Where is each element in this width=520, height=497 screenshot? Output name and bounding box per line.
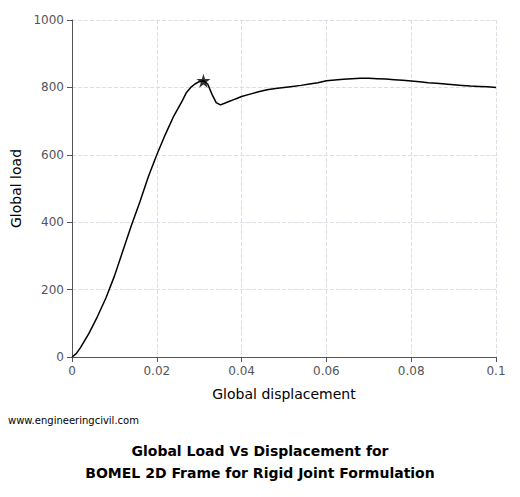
svg-text:400: 400 [41,215,64,229]
svg-text:0.08: 0.08 [398,364,425,378]
svg-text:800: 800 [41,80,64,94]
svg-text:0.1: 0.1 [486,364,505,378]
svg-text:200: 200 [41,283,64,297]
svg-text:Global Load Vs Displacement fo: Global Load Vs Displacement for [131,443,388,459]
svg-text:Global displacement: Global displacement [212,386,356,402]
svg-text:1000: 1000 [33,13,64,27]
svg-text:0: 0 [56,350,64,364]
svg-text:0.02: 0.02 [143,364,170,378]
svg-text:600: 600 [41,148,64,162]
svg-text:0.06: 0.06 [313,364,340,378]
svg-text:BOMEL 2D Frame for Rigid Joint: BOMEL 2D Frame for Rigid Joint Formulati… [85,465,434,481]
svg-text:0.04: 0.04 [228,364,255,378]
svg-text:Global load: Global load [8,149,24,228]
svg-text:www.engineeringcivil.com: www.engineeringcivil.com [8,415,139,426]
svg-text:0: 0 [68,364,76,378]
